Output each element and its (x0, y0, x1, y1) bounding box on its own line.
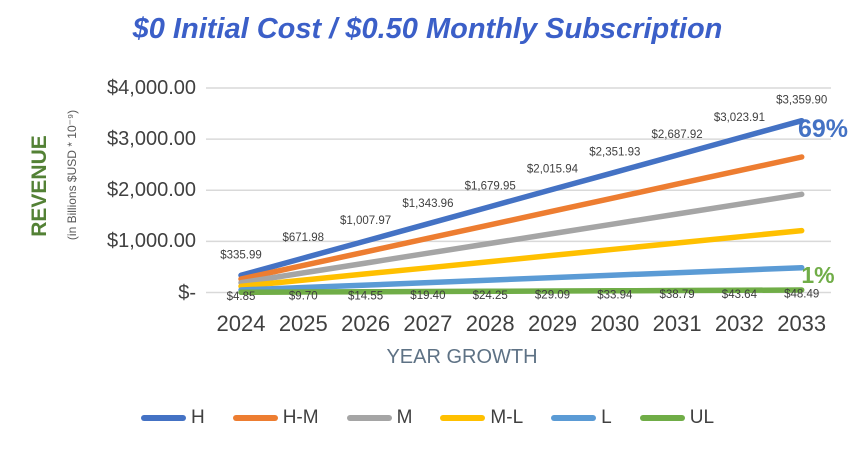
chart-title: $0 Initial Cost / $0.50 Monthly Subscrip… (132, 13, 723, 45)
legend-label: H (190, 407, 205, 428)
series-line-ul (238, 287, 805, 296)
legend-item-ul: UL (639, 407, 715, 429)
y-tick-label: $4,000.00 (107, 77, 196, 99)
data-label-h: $1,007.97 (340, 215, 391, 227)
x-tick-label: 2028 (465, 311, 515, 336)
x-tick-label: 2030 (590, 311, 640, 336)
series-line-l (238, 264, 805, 293)
x-tick-label: 2029 (528, 311, 577, 336)
legend-item-h-m: H-M (232, 407, 319, 429)
legend: H H-M M M-L L UL (0, 407, 855, 429)
legend-label: M (396, 407, 413, 428)
legend-item-h: H (140, 407, 205, 429)
x-tick-label: 2033 (777, 311, 827, 336)
data-label-ul: $19.40 (410, 290, 445, 302)
legend-swatch-ul (639, 415, 685, 421)
legend-label: M-L (490, 407, 524, 428)
data-label-ul: $14.55 (348, 290, 383, 302)
legend-label: UL (689, 407, 715, 428)
data-label-h: $2,015.94 (527, 163, 579, 175)
data-label-ul: $33.94 (597, 289, 633, 301)
data-label-ul: $29.09 (535, 290, 570, 302)
legend-item-l: L (551, 407, 612, 429)
x-tick-label: 2027 (403, 311, 453, 336)
series-line-m (238, 191, 805, 286)
x-tick-label: 2024 (216, 311, 266, 336)
legend-label: L (601, 407, 612, 428)
data-label-ul: $9.70 (289, 291, 318, 303)
legend-swatch-l (551, 415, 597, 421)
legend-swatch-m (346, 415, 392, 421)
legend-item-m: M (346, 407, 413, 429)
x-tick-label: 2032 (714, 311, 764, 336)
series-line-m-l (238, 227, 805, 290)
annotation-ul-growth-percent: 1% (801, 262, 835, 288)
data-label-ul: $38.79 (660, 289, 695, 301)
y-tick-label: $3,000.00 (107, 128, 196, 151)
data-label-h: $1,679.95 (465, 181, 516, 193)
series-line-h (238, 117, 805, 279)
y-tick-label: $- (178, 281, 196, 304)
data-label-ul: $4.85 (227, 291, 256, 303)
x-axis-title: YEAR GROWTH (386, 346, 538, 368)
legend-swatch-m-l (440, 415, 486, 421)
data-label-h: $3,023.91 (714, 112, 765, 124)
legend-swatch-h (140, 415, 186, 421)
data-label-h: $335.99 (220, 249, 262, 261)
data-label-h: $2,351.93 (589, 146, 640, 158)
data-label-h: $2,687.92 (652, 129, 703, 141)
data-label-h: $671.98 (283, 232, 325, 244)
data-label-ul: $24.25 (473, 290, 508, 302)
data-label-ul: $48.49 (784, 289, 819, 301)
x-tick-label: 2025 (278, 311, 328, 336)
legend-label: H-M (282, 407, 319, 428)
x-tick-label: 2026 (341, 311, 391, 336)
y-tick-label: $1,000.00 (107, 230, 196, 253)
legend-item-m-l: M-L (440, 407, 523, 429)
x-tick-label: 2031 (652, 311, 702, 336)
data-label-ul: $43.64 (722, 289, 758, 301)
y-tick-label: $2,000.00 (107, 179, 196, 202)
data-label-h: $1,343.96 (402, 198, 453, 210)
series-line-h-m (238, 154, 805, 282)
legend-swatch-h-m (232, 415, 278, 421)
annotation-h-growth-percent: 69% (797, 115, 849, 143)
data-label-h: $3,359.90 (776, 95, 827, 107)
